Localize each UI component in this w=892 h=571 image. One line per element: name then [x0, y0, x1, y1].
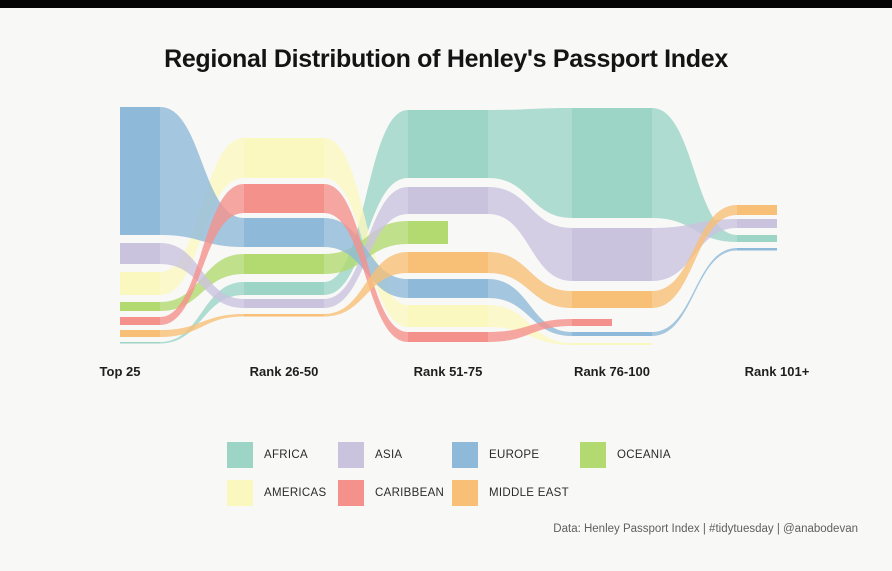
axis-label-rank-76-100: Rank 76-100 — [574, 364, 650, 379]
stratum-oceania — [408, 221, 448, 244]
stratum-caribbean — [408, 332, 488, 342]
oceania-swatch-icon — [580, 441, 606, 468]
stratum-europe — [408, 279, 488, 298]
americas-swatch-icon — [227, 479, 253, 506]
caribbean-swatch-icon — [338, 479, 364, 506]
stratum-europe — [737, 248, 777, 251]
stratum-asia — [244, 299, 324, 308]
stratum-europe — [244, 218, 324, 247]
top-bar — [0, 0, 892, 8]
source-caption: Data: Henley Passport Index | #tidytuesd… — [553, 523, 858, 535]
stratum-caribbean — [120, 317, 160, 325]
stratum-africa — [244, 282, 324, 295]
axis-label-rank-101plus: Rank 101+ — [744, 364, 810, 379]
stratum-europe — [572, 332, 652, 336]
africa-swatch-icon — [227, 441, 253, 468]
asia-swatch-icon — [338, 441, 364, 468]
stratum-africa — [120, 342, 160, 344]
stratum-africa — [572, 108, 652, 218]
stratum-asia — [572, 228, 652, 281]
stratum-middle-east — [572, 291, 652, 308]
legend-item-middle-east: MIDDLE EAST — [452, 479, 569, 506]
stratum-asia — [120, 243, 160, 264]
stratum-middle-east — [244, 314, 324, 317]
stratum-americas — [244, 138, 324, 178]
stratum-americas — [572, 343, 652, 345]
stratum-americas — [408, 305, 488, 327]
stratum-africa — [737, 235, 777, 242]
legend-item-africa: AFRICA — [227, 441, 308, 468]
legend-label: AMERICAS — [264, 486, 327, 499]
stratum-asia — [408, 187, 488, 214]
legend-item-europe: EUROPE — [452, 441, 539, 468]
stratum-africa — [408, 110, 488, 178]
stratum-caribbean — [572, 319, 612, 326]
middle-east-swatch-icon — [452, 479, 478, 506]
stratum-oceania — [244, 254, 324, 274]
stratum-middle-east — [737, 205, 777, 215]
legend-label: AFRICA — [264, 448, 308, 461]
stratum-oceania — [120, 302, 160, 311]
legend-label: MIDDLE EAST — [489, 486, 569, 499]
stratum-middle-east — [120, 330, 160, 337]
legend-item-oceania: OCEANIA — [580, 441, 671, 468]
page-title: Regional Distribution of Henley's Passpo… — [164, 44, 728, 73]
legend-label: OCEANIA — [617, 448, 671, 461]
flow-caribbean — [120, 184, 612, 342]
stratum-caribbean — [244, 184, 324, 213]
stratum-americas — [120, 272, 160, 295]
legend-item-americas: AMERICAS — [227, 479, 326, 506]
axis-label-rank-51-75: Rank 51-75 — [413, 364, 483, 379]
stratum-asia — [737, 219, 777, 228]
legend-item-caribbean: CARIBBEAN — [338, 479, 444, 506]
legend-label: CARIBBEAN — [375, 486, 445, 499]
legend-label: EUROPE — [489, 448, 540, 461]
stratum-europe — [120, 107, 160, 235]
legend-label: ASIA — [375, 448, 403, 461]
legend-item-asia: ASIA — [338, 441, 402, 468]
axis-label-top-25: Top 25 — [99, 364, 141, 379]
europe-swatch-icon — [452, 441, 478, 468]
axis-label-rank-26-50: Rank 26-50 — [249, 364, 319, 379]
stratum-middle-east — [408, 252, 488, 273]
flow-americas — [120, 138, 652, 345]
